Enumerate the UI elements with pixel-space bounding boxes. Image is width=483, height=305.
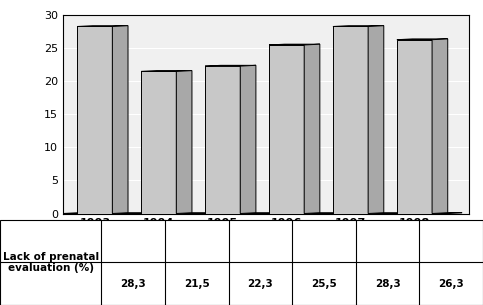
Polygon shape: [397, 39, 448, 40]
Polygon shape: [432, 39, 448, 213]
Text: 28,3: 28,3: [375, 279, 400, 289]
Bar: [397, 40, 432, 214]
Polygon shape: [113, 26, 128, 214]
Polygon shape: [205, 65, 256, 66]
Polygon shape: [77, 26, 128, 27]
Polygon shape: [240, 65, 256, 214]
Text: 28,3: 28,3: [120, 279, 146, 289]
Bar: [269, 45, 304, 214]
Bar: [77, 27, 113, 214]
Polygon shape: [269, 44, 320, 45]
Text: 21,5: 21,5: [184, 279, 210, 289]
Text: Lack of prenatal
evaluation (%): Lack of prenatal evaluation (%): [2, 252, 99, 273]
Text: 25,5: 25,5: [311, 279, 337, 289]
Bar: [205, 66, 240, 214]
Bar: [141, 71, 176, 214]
Text: 22,3: 22,3: [248, 279, 273, 289]
Polygon shape: [304, 44, 320, 213]
Bar: [333, 27, 368, 214]
Polygon shape: [368, 26, 384, 214]
Polygon shape: [333, 26, 384, 27]
Text: 26,3: 26,3: [439, 279, 464, 289]
Polygon shape: [176, 71, 192, 214]
